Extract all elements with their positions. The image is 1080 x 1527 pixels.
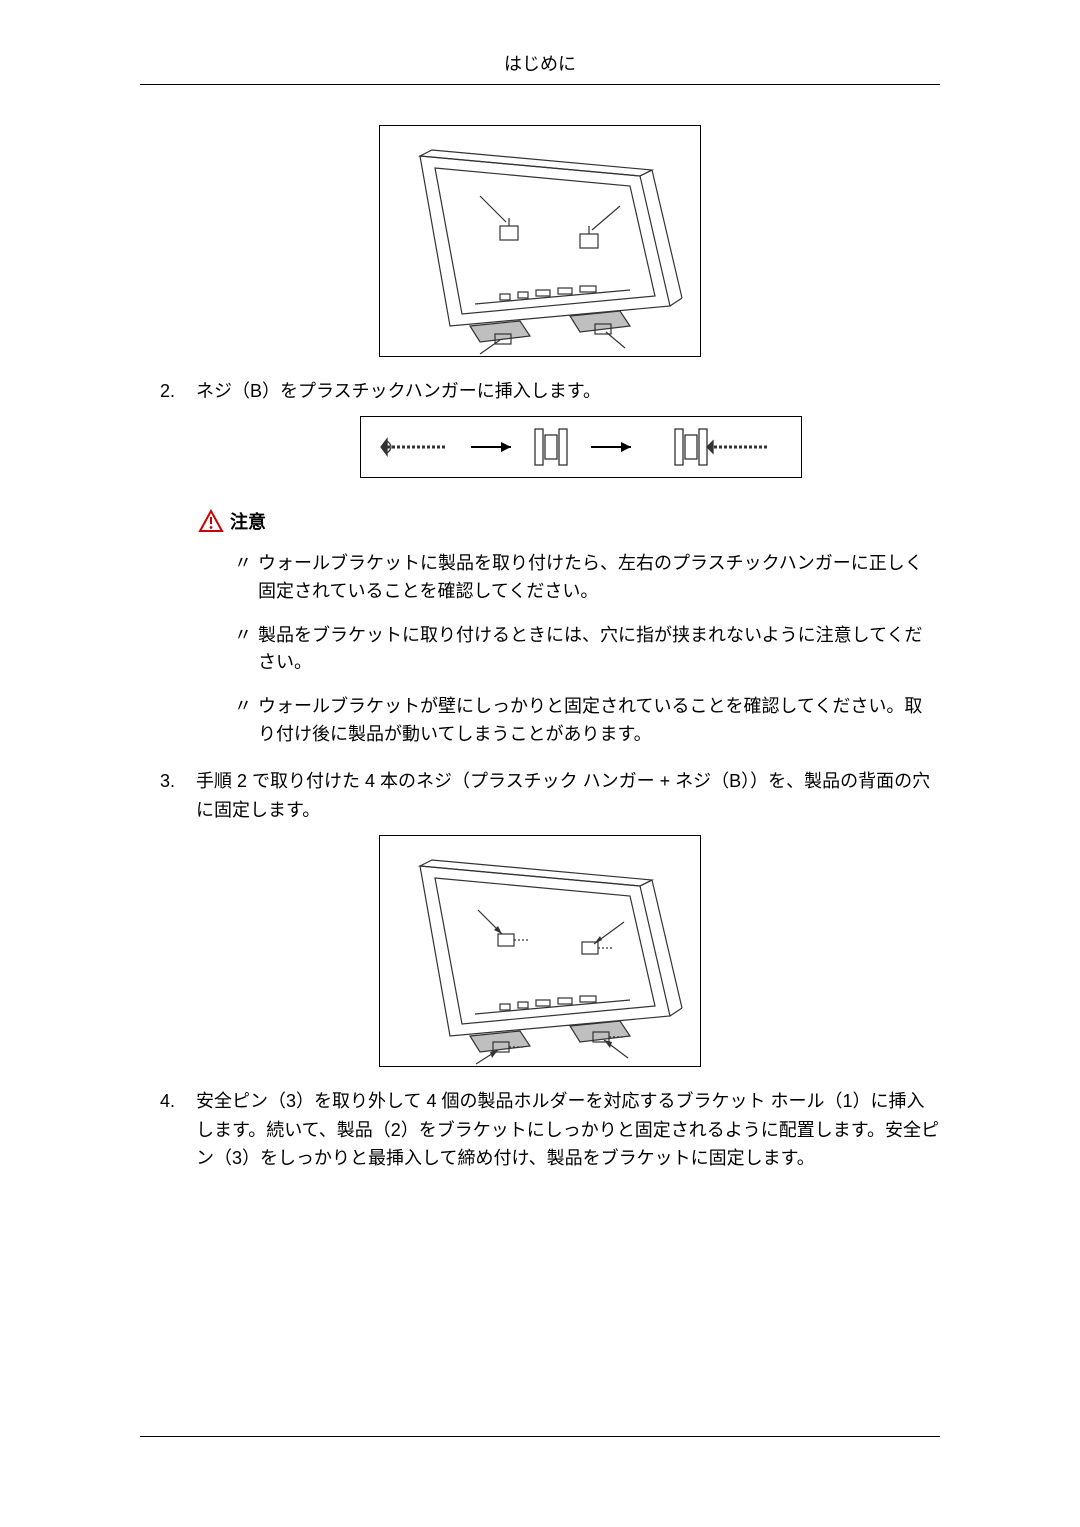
caution-bullet-text: ウォールブラケットが壁にしっかりと固定されていることを確認してください。取り付け…	[258, 693, 940, 749]
step-2-number: 2.	[160, 377, 196, 406]
bullet-mark-icon: 〃	[234, 550, 258, 606]
step-2-text: ネジ（B）をプラスチックハンガーに挿入します。	[196, 377, 940, 406]
step-4: 4. 安全ピン（3）を取り外して 4 個の製品ホルダーを対応するブラケット ホー…	[160, 1087, 940, 1173]
caution-bullet: 〃 ウォールブラケットが壁にしっかりと固定されていることを確認してください。取り…	[234, 693, 940, 749]
step-4-number: 4.	[160, 1087, 196, 1173]
bullet-mark-icon: 〃	[234, 622, 258, 678]
step-3: 3. 手順 2 で取り付けた 4 本のネジ（プラスチック ハンガー + ネジ（B…	[160, 767, 940, 825]
caution-label: 注意	[230, 508, 266, 534]
caution-bullet-text: ウォールブラケットに製品を取り付けたら、左右のプラスチックハンガーに正しく固定さ…	[258, 550, 940, 606]
warning-icon	[198, 509, 224, 533]
figure-screw-sequence	[360, 416, 802, 478]
step-2: 2. ネジ（B）をプラスチックハンガーに挿入します。	[160, 377, 940, 406]
figure-tv-back-1	[379, 125, 701, 357]
caution-bullets: 〃 ウォールブラケットに製品を取り付けたら、左右のプラスチックハンガーに正しく固…	[234, 550, 940, 749]
caution-bullet: 〃 ウォールブラケットに製品を取り付けたら、左右のプラスチックハンガーに正しく固…	[234, 550, 940, 606]
figure-tv-back-2	[379, 835, 701, 1067]
caution-bullet-text: 製品をブラケットに取り付けるときには、穴に指が挟まれないように注意してください。	[258, 622, 940, 678]
step-4-text: 安全ピン（3）を取り外して 4 個の製品ホルダーを対応するブラケット ホール（1…	[196, 1087, 940, 1173]
step-3-text: 手順 2 で取り付けた 4 本のネジ（プラスチック ハンガー + ネジ（B））を…	[196, 767, 940, 825]
caution-heading: 注意	[198, 508, 940, 534]
footer-rule	[140, 1436, 940, 1437]
caution-bullet: 〃 製品をブラケットに取り付けるときには、穴に指が挟まれないように注意してくださ…	[234, 622, 940, 678]
step-3-number: 3.	[160, 767, 196, 825]
page-header-title: はじめに	[140, 50, 940, 85]
bullet-mark-icon: 〃	[234, 693, 258, 749]
